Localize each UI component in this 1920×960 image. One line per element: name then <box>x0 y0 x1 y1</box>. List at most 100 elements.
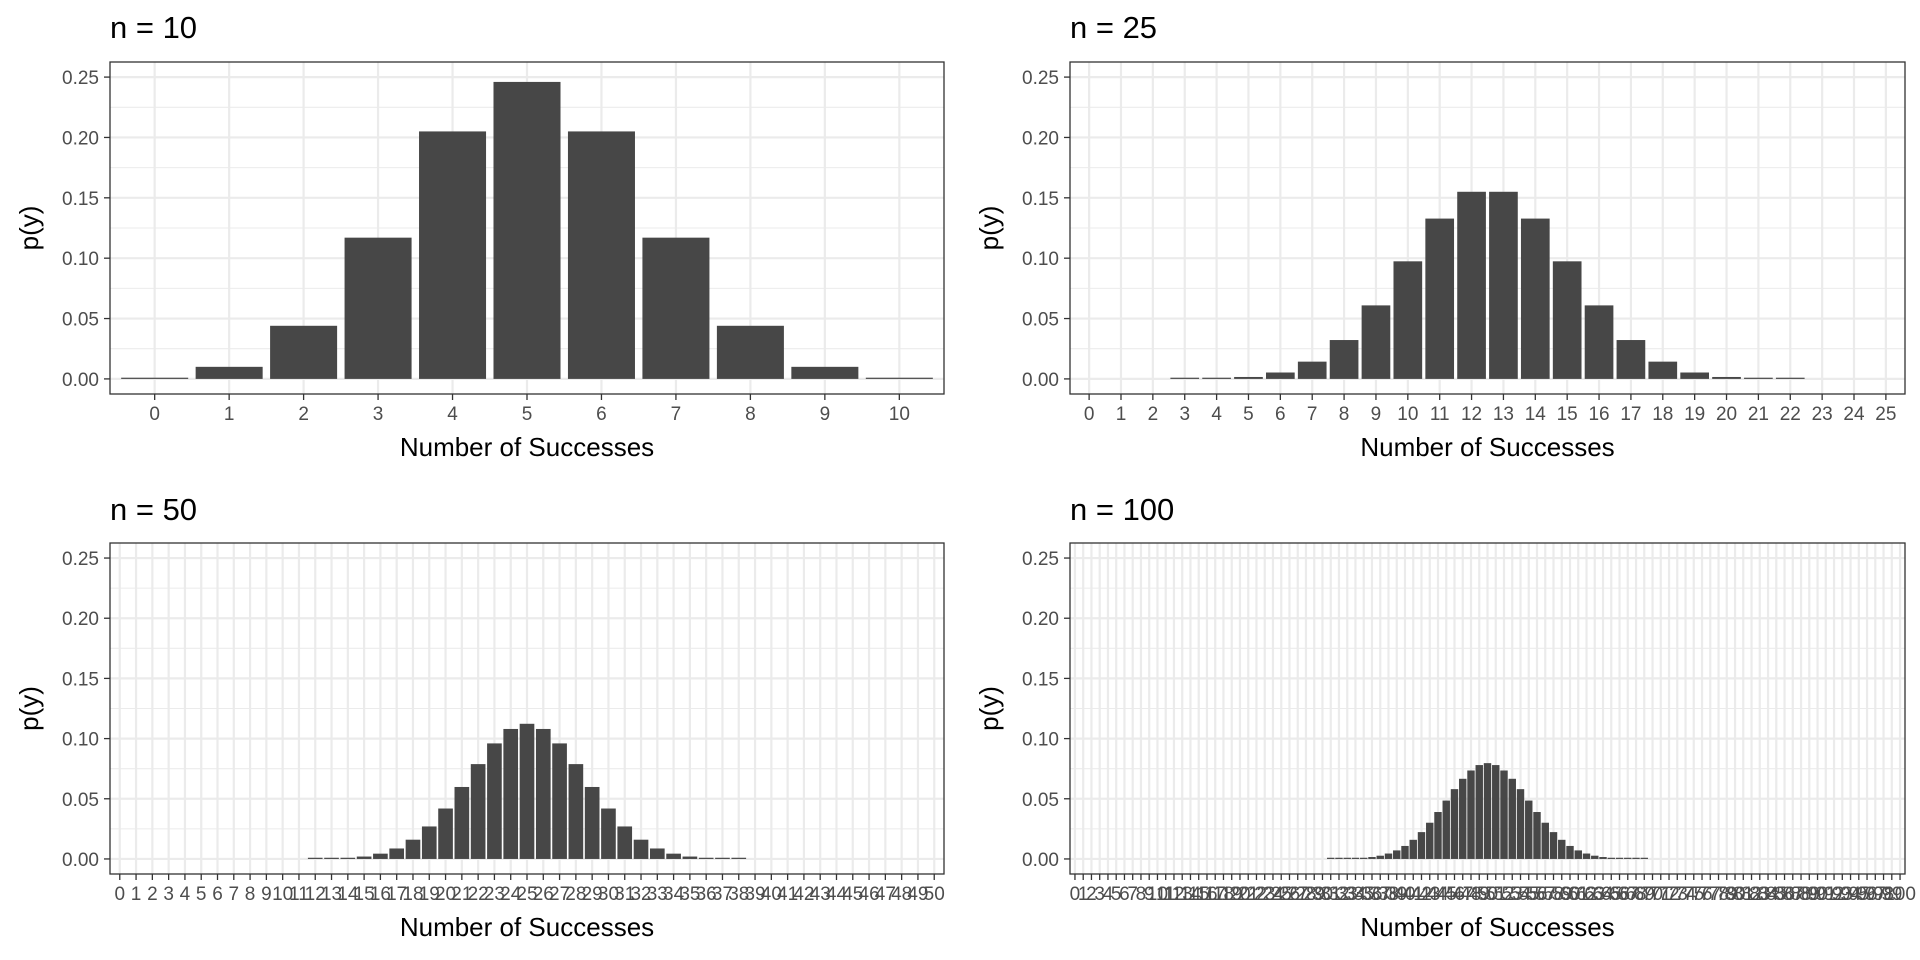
panel-title: n = 50 <box>110 492 197 527</box>
bar <box>1170 377 1200 379</box>
bar <box>1582 853 1591 859</box>
x-tick-label: 47 <box>1452 884 1473 905</box>
x-tick-label: 27 <box>549 884 570 905</box>
bar <box>340 857 356 859</box>
x-tick-label: 35 <box>1353 884 1374 905</box>
x-tick-label: 0 <box>149 404 160 425</box>
x-tick-label: 99 <box>1881 884 1902 905</box>
x-tick-label: 18 <box>402 884 423 905</box>
bar <box>1376 855 1384 859</box>
x-tick-label: 88 <box>1790 884 1811 905</box>
x-tick-label: 31 <box>1320 884 1341 905</box>
y-tick-label: 0.25 <box>1022 549 1059 570</box>
x-axis-title: Number of Successes <box>1360 432 1614 462</box>
x-tick-label: 38 <box>728 884 749 905</box>
x-tick-label: 63 <box>1584 884 1605 905</box>
bar <box>1591 855 1599 859</box>
x-tick-label: 80 <box>1724 884 1745 905</box>
x-tick-label: 1 <box>131 884 142 905</box>
x-tick-label: 32 <box>630 884 651 905</box>
x-tick-label: 2 <box>1086 884 1097 905</box>
bar <box>1467 770 1475 859</box>
x-tick-label: 5 <box>522 404 533 425</box>
bar <box>666 853 681 859</box>
x-tick-label: 67 <box>1617 884 1638 905</box>
x-tick-label: 21 <box>451 884 472 905</box>
bar <box>1500 770 1508 859</box>
y-tick-label: 0.05 <box>1022 790 1059 811</box>
x-tick-label: 20 <box>1229 884 1250 905</box>
x-tick-label: 20 <box>1716 404 1737 425</box>
bar <box>1401 845 1409 859</box>
bar <box>1234 376 1263 379</box>
bar <box>715 857 730 859</box>
x-tick-label: 73 <box>1667 884 1688 905</box>
x-tick-label: 4 <box>447 404 458 425</box>
x-tick-label: 28 <box>565 884 586 905</box>
x-tick-label: 25 <box>516 884 537 905</box>
x-tick-label: 7 <box>229 884 240 905</box>
x-tick-label: 6 <box>596 404 607 425</box>
x-tick-label: 49 <box>1469 884 1490 905</box>
x-tick-label: 44 <box>826 884 848 905</box>
x-tick-label: 2 <box>147 884 158 905</box>
x-tick-label: 24 <box>1843 404 1865 425</box>
x-tick-label: 58 <box>1543 884 1564 905</box>
x-tick-label: 1 <box>224 404 235 425</box>
x-tick-label: 10 <box>889 404 910 425</box>
x-tick-label: 14 <box>1180 884 1202 905</box>
bar <box>1574 850 1582 859</box>
x-tick-label: 15 <box>354 884 375 905</box>
x-tick-label: 13 <box>321 884 342 905</box>
x-tick-label: 11 <box>1156 884 1176 905</box>
x-tick-label: 13 <box>1493 404 1514 425</box>
y-tick-label: 0.15 <box>62 669 99 690</box>
x-tick-label: 9 <box>261 884 272 905</box>
bar <box>1533 812 1541 859</box>
bar <box>1393 261 1423 379</box>
x-tick-label: 79 <box>1716 884 1737 905</box>
x-tick-label: 46 <box>859 884 880 905</box>
x-tick-label: 0 <box>1084 404 1095 425</box>
x-tick-label: 89 <box>1799 884 1820 905</box>
x-tick-label: 13 <box>1172 884 1193 905</box>
x-tick-label: 40 <box>1394 884 1415 905</box>
x-tick-label: 12 <box>305 884 326 905</box>
bar <box>1541 822 1549 859</box>
x-tick-label: 12 <box>1461 404 1482 425</box>
x-tick-label: 44 <box>1427 884 1449 905</box>
y-tick-label: 0.10 <box>62 249 99 270</box>
y-tick-label: 0.20 <box>62 128 99 149</box>
x-tick-label: 29 <box>582 884 603 905</box>
bar <box>1584 305 1614 379</box>
y-axis-title: p(y) <box>14 206 44 251</box>
x-axis-title: Number of Successes <box>400 432 654 462</box>
y-tick-label: 0.20 <box>62 609 99 630</box>
x-tick-label: 53 <box>1502 884 1523 905</box>
x-tick-label: 1 <box>1078 884 1089 905</box>
x-tick-label: 6 <box>1275 404 1286 425</box>
x-tick-label: 54 <box>1510 884 1532 905</box>
x-tick-label: 22 <box>1246 884 1267 905</box>
bar <box>649 848 665 859</box>
bar <box>1775 377 1805 379</box>
x-tick-label: 66 <box>1609 884 1630 905</box>
bar <box>1351 857 1360 859</box>
x-tick-label: 42 <box>793 884 814 905</box>
x-tick-label: 4 <box>1211 404 1222 425</box>
bar <box>1297 361 1327 379</box>
x-tick-label: 29 <box>1304 884 1325 905</box>
x-tick-label: 50 <box>1477 884 1498 905</box>
y-tick-label: 0.00 <box>1022 850 1059 871</box>
bar <box>1607 857 1615 859</box>
x-tick-label: 4 <box>180 884 191 905</box>
y-tick-label: 0.05 <box>62 310 99 331</box>
bar <box>1409 839 1417 859</box>
x-tick-label: 100 <box>1884 884 1916 905</box>
x-tick-label: 74 <box>1675 884 1697 905</box>
bar <box>535 728 551 859</box>
x-tick-label: 22 <box>468 884 489 905</box>
bar <box>642 237 710 379</box>
x-tick-label: 5 <box>1243 404 1254 425</box>
bar <box>1489 191 1518 379</box>
